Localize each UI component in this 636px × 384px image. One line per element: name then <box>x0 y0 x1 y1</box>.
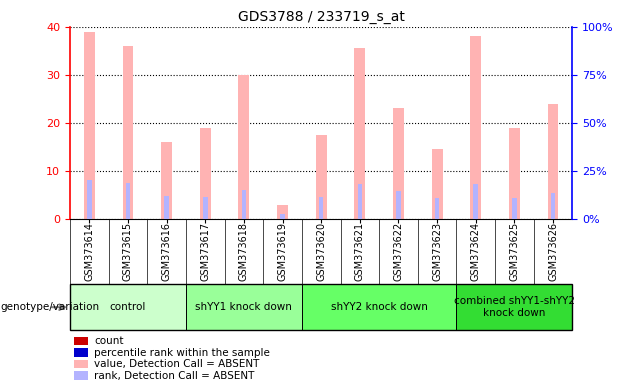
Bar <box>186 284 302 330</box>
Bar <box>242 190 246 219</box>
Text: count: count <box>94 336 124 346</box>
Text: GSM373617: GSM373617 <box>200 222 211 281</box>
Bar <box>74 360 88 368</box>
Bar <box>509 127 520 219</box>
Bar <box>457 284 572 330</box>
Bar <box>200 127 211 219</box>
Bar <box>161 142 172 219</box>
Text: GSM373619: GSM373619 <box>277 222 287 281</box>
Text: value, Detection Call = ABSENT: value, Detection Call = ABSENT <box>94 359 260 369</box>
Bar <box>238 75 249 219</box>
Text: rank, Detection Call = ABSENT: rank, Detection Call = ABSENT <box>94 371 255 381</box>
Text: GSM373622: GSM373622 <box>394 222 403 281</box>
Bar <box>277 205 288 219</box>
Bar <box>393 108 404 219</box>
Bar <box>302 284 457 330</box>
Bar <box>354 48 365 219</box>
Text: GSM373625: GSM373625 <box>509 222 520 281</box>
Bar <box>123 46 134 219</box>
Text: control: control <box>110 302 146 312</box>
Bar <box>280 214 285 219</box>
Text: shYY2 knock down: shYY2 knock down <box>331 302 427 312</box>
Text: GSM373614: GSM373614 <box>85 222 94 281</box>
Bar <box>319 197 324 219</box>
Bar <box>74 337 88 345</box>
Text: GSM373621: GSM373621 <box>355 222 365 281</box>
Bar <box>315 135 327 219</box>
Bar <box>74 371 88 380</box>
Title: GDS3788 / 233719_s_at: GDS3788 / 233719_s_at <box>238 10 404 25</box>
Text: GSM373615: GSM373615 <box>123 222 133 281</box>
Bar <box>396 191 401 219</box>
Bar <box>512 198 516 219</box>
Bar <box>70 284 186 330</box>
Bar <box>74 348 88 357</box>
Bar <box>87 180 92 219</box>
Bar <box>357 184 362 219</box>
Bar <box>126 184 130 219</box>
Text: GSM373616: GSM373616 <box>162 222 172 281</box>
Text: combined shYY1-shYY2
knock down: combined shYY1-shYY2 knock down <box>454 296 575 318</box>
Bar <box>164 196 169 219</box>
Text: GSM373620: GSM373620 <box>316 222 326 281</box>
Text: GSM373624: GSM373624 <box>471 222 481 281</box>
Text: GSM373618: GSM373618 <box>239 222 249 281</box>
Bar <box>203 197 207 219</box>
Bar <box>84 31 95 219</box>
Bar <box>432 149 443 219</box>
Text: shYY1 knock down: shYY1 knock down <box>195 302 293 312</box>
Text: percentile rank within the sample: percentile rank within the sample <box>94 348 270 358</box>
Bar <box>548 104 558 219</box>
Text: GSM373623: GSM373623 <box>432 222 442 281</box>
Bar <box>435 198 439 219</box>
Text: genotype/variation: genotype/variation <box>1 302 100 312</box>
Bar <box>473 184 478 219</box>
Bar <box>551 193 555 219</box>
Text: GSM373626: GSM373626 <box>548 222 558 281</box>
Bar <box>471 36 481 219</box>
